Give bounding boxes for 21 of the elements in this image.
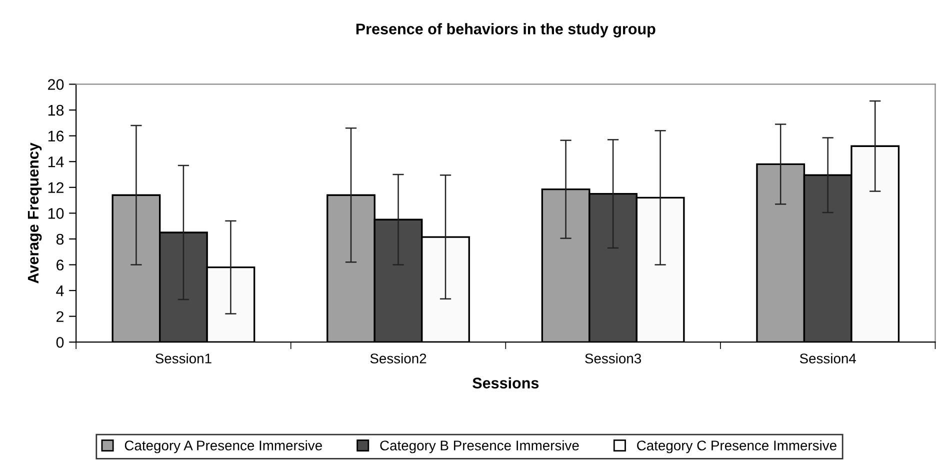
x-axis-title: Sessions [472,377,539,388]
y-tick-label: 2 [56,311,64,322]
chart-title: Presence of behaviors in the study group [356,23,656,38]
y-tick-label: 12 [48,182,64,193]
y-tick-label: 14 [48,156,64,168]
y-tick-label: 10 [48,208,64,219]
legend-label: Category C Presence Immersive [637,440,836,454]
x-tick-label: Session2 [370,353,426,364]
y-tick-label: 6 [56,260,64,270]
legend-label: Category A Presence Immersive [124,440,322,454]
y-tick-label: 20 [48,79,64,90]
x-tick-label: Session4 [800,353,856,364]
y-tick-label: 0 [56,336,64,348]
y-tick-label: 16 [48,130,64,142]
x-tick-label: Session3 [585,353,642,364]
y-tick-label: 18 [48,104,64,116]
y-tick-label: 8 [56,234,64,245]
y-tick-label: 4 [56,286,64,296]
legend-label: Category B Presence Immersive [380,440,579,454]
x-tick-label: Session1 [156,353,212,364]
y-axis-title: Average Frequency [28,142,42,284]
